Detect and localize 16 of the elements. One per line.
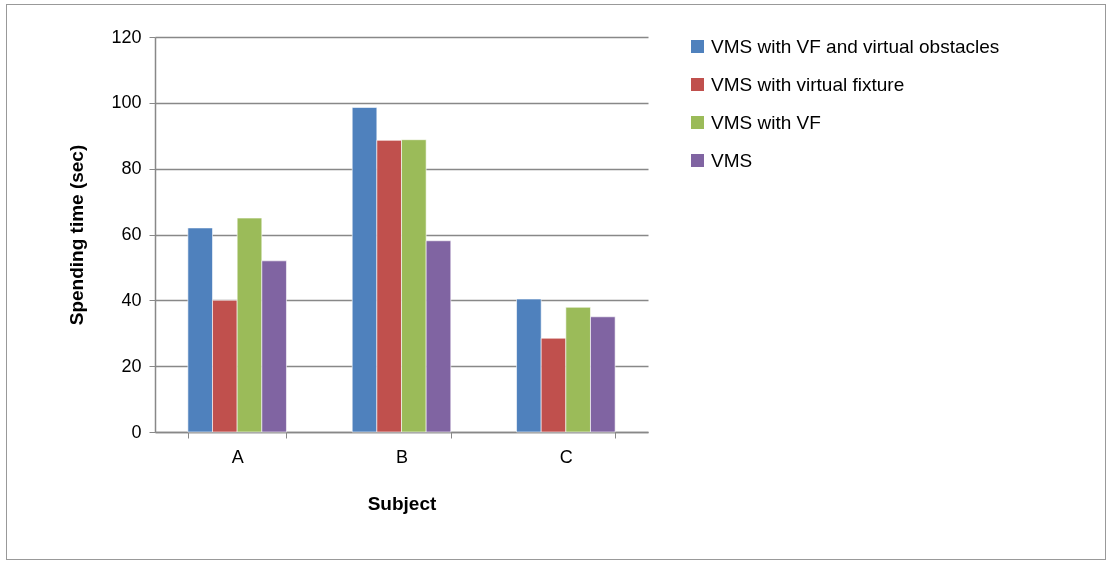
y-tick-label: 120 xyxy=(111,26,142,47)
x-tick-label: C xyxy=(559,446,573,467)
y-tick-label: 60 xyxy=(121,224,142,244)
legend-label: VMS with VF and virtual obstacles xyxy=(711,35,1000,57)
y-axis-title: Spending time (sec) xyxy=(66,144,88,326)
y-tick-label: 80 xyxy=(121,158,142,179)
y-tick-label: 0 xyxy=(131,421,142,442)
y-tick-label: 100 xyxy=(111,92,142,113)
legend-label: VMS xyxy=(711,149,753,171)
legend-label: VMS with virtual fixture xyxy=(711,73,905,95)
x-tick-label: A xyxy=(231,446,244,467)
y-tick-label: 40 xyxy=(121,289,142,310)
y-tick-label: 20 xyxy=(121,355,142,376)
legend-label: VMS with VF xyxy=(711,111,821,133)
x-tick-label: B xyxy=(395,446,409,467)
x-axis-title: Subject xyxy=(367,492,437,514)
